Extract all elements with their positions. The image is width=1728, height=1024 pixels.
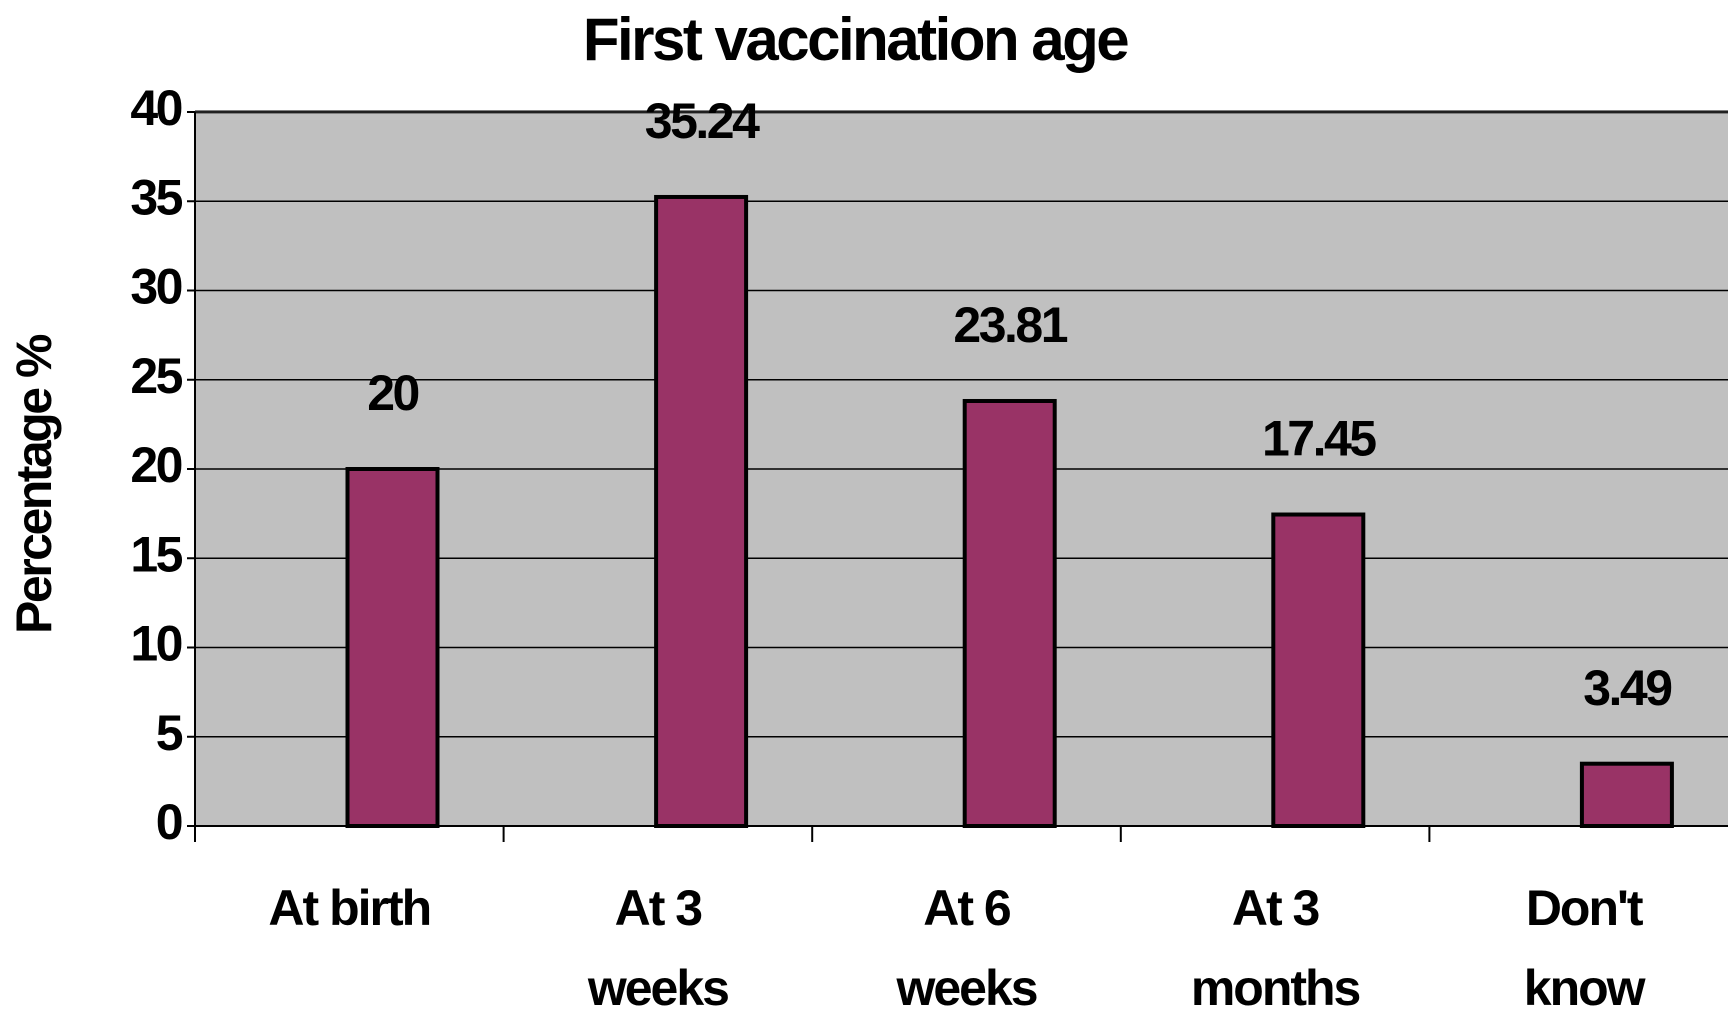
bar bbox=[345, 467, 440, 828]
y-tick-label: 10 bbox=[130, 616, 181, 672]
x-tick-label: At 3 weeks bbox=[587, 880, 730, 1016]
bar bbox=[654, 194, 749, 828]
x-tick-label: At birth bbox=[268, 880, 432, 936]
value-label: 35.24 bbox=[645, 93, 760, 149]
chart-title: First vaccination age bbox=[583, 6, 1128, 73]
value-label: 23.81 bbox=[953, 297, 1067, 353]
y-tick-label: 40 bbox=[130, 80, 181, 136]
y-tick-label: 35 bbox=[130, 169, 182, 225]
y-tick-label: 5 bbox=[156, 705, 183, 761]
x-tick-label: At 3 months bbox=[1190, 880, 1362, 1016]
x-tick-label: At 6 weeks bbox=[896, 880, 1038, 1016]
bar bbox=[962, 398, 1057, 828]
x-tick-label: Don't know bbox=[1523, 880, 1646, 1016]
value-label: 20 bbox=[367, 365, 418, 421]
bar bbox=[1271, 512, 1366, 829]
y-tick-label: 0 bbox=[156, 794, 182, 850]
y-tick-label: 20 bbox=[130, 437, 181, 493]
value-label: 17.45 bbox=[1262, 411, 1376, 467]
value-label: 3.49 bbox=[1583, 660, 1671, 716]
y-tick-label: 15 bbox=[130, 526, 182, 582]
y-axis-label: Percentage % bbox=[6, 334, 62, 634]
bar bbox=[1579, 761, 1674, 828]
y-tick-label: 25 bbox=[130, 348, 182, 404]
y-tick-label: 30 bbox=[130, 259, 181, 315]
